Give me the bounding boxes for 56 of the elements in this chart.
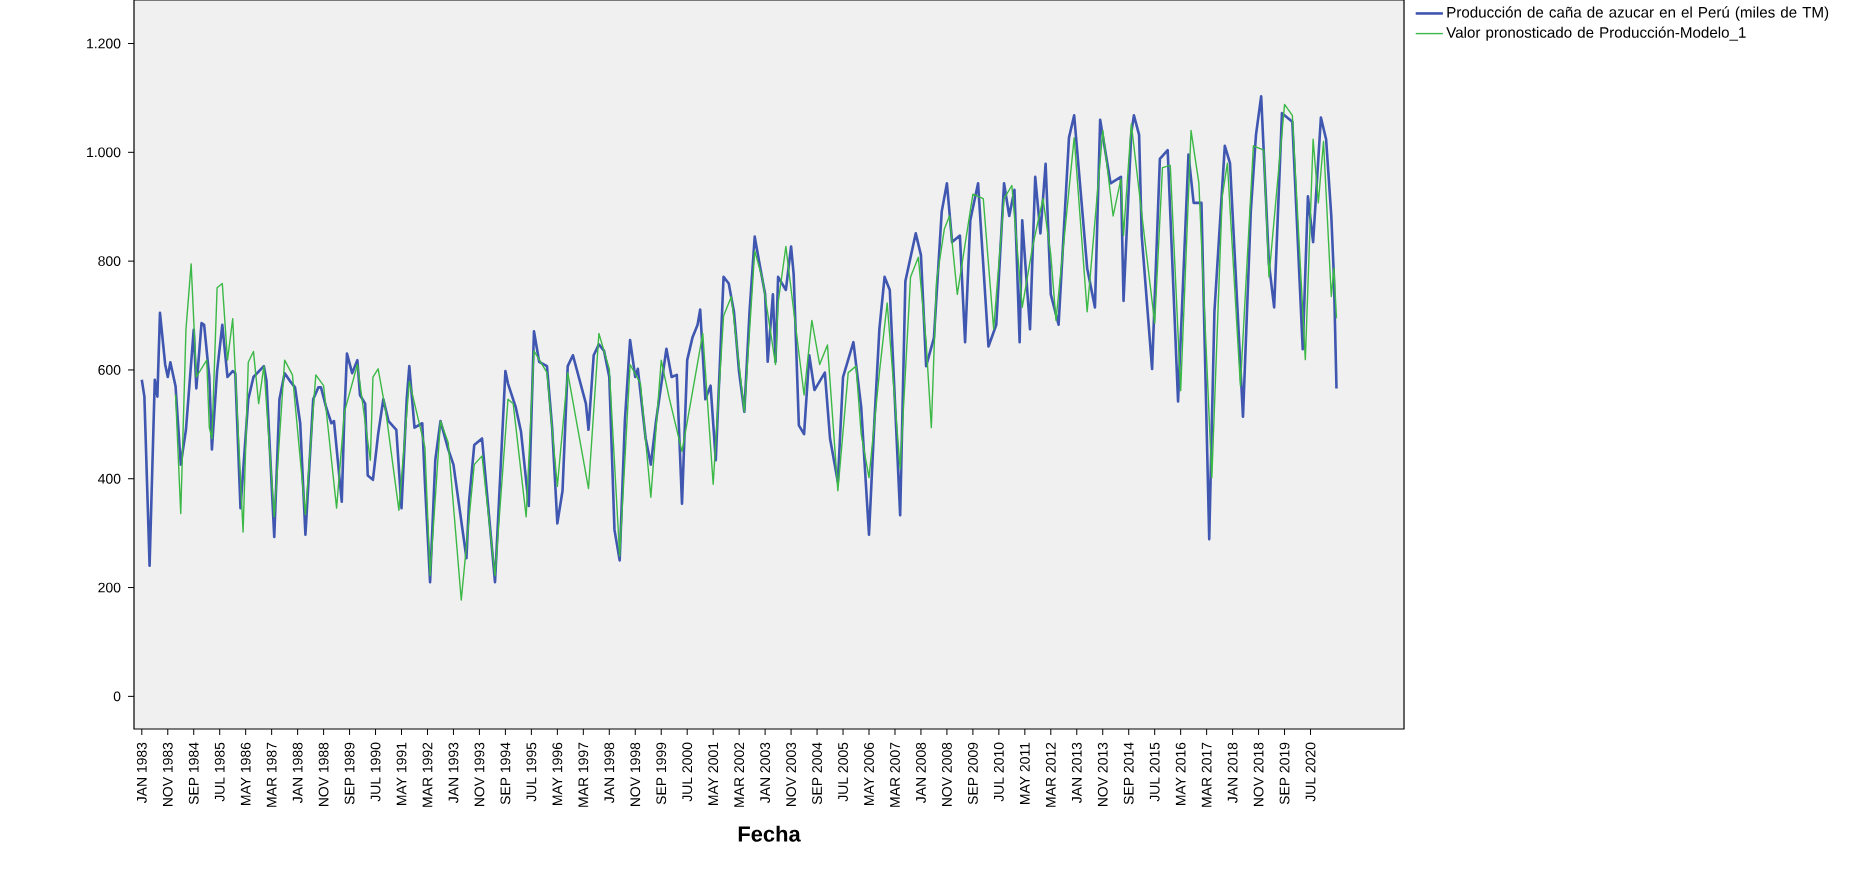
x-tick-label: JAN 1998	[604, 742, 615, 804]
x-tick-label: NOV 1988	[318, 742, 329, 807]
x-tick-label: JAN 1988	[292, 742, 303, 804]
x-tick-label: SEP 1989	[344, 742, 355, 805]
x-tick-label: JAN 2013	[1071, 742, 1082, 804]
x-tick-label: JUL 2020	[1305, 742, 1316, 802]
x-tick-label: MAR 2007	[890, 742, 900, 807]
x-tick-label: MAR 1997	[578, 742, 589, 807]
x-tick-label: NOV 1993	[474, 742, 485, 807]
x-tick-label: NOV 2013	[1097, 742, 1108, 807]
x-axis-title: Fecha	[738, 825, 801, 842]
x-tick-label: MAY 2001	[708, 742, 719, 805]
y-tick-label: 1.000	[87, 147, 121, 158]
x-tick-label: SEP 1999	[656, 742, 667, 805]
x-tick-label: MAY 1991	[396, 742, 407, 805]
x-tick-label: MAY 2006	[864, 742, 874, 805]
y-tick-label: 400	[98, 473, 121, 484]
x-tick-label: SEP 1984	[188, 742, 199, 805]
x-tick-label: SEP 1994	[500, 742, 511, 805]
x-tick-label: NOV 1998	[630, 742, 641, 807]
legend-label: Producción de caña de azucar en el Perú (miles de TM)	[1447, 6, 1829, 21]
y-tick-label: 0	[113, 691, 121, 702]
x-tick-label: JUL 1990	[370, 742, 381, 802]
x-tick-label: SEP 2009	[967, 742, 978, 805]
x-tick-label: SEP 2004	[812, 742, 822, 805]
x-tick-label: JAN 1993	[448, 742, 459, 804]
x-tick-label: JAN 1983	[136, 742, 147, 804]
x-tick-label: MAY 2011	[1019, 742, 1030, 804]
x-tick-label: JAN 2018	[1227, 742, 1238, 804]
x-tick-label: JAN 2003	[760, 742, 771, 804]
x-tick-label: NOV 2003	[786, 742, 797, 807]
x-tick-label: MAY 2016	[1175, 742, 1186, 805]
y-tick-label: 200	[98, 582, 121, 593]
x-tick-label: SEP 2019	[1279, 742, 1290, 805]
x-tick-label: NOV 2018	[1253, 742, 1264, 807]
x-tick-label: MAR 1987	[266, 742, 277, 807]
x-tick-label: JUL 2000	[682, 742, 693, 802]
x-tick-label: JUL 2015	[1149, 742, 1160, 802]
x-tick-label: MAY 1986	[240, 742, 251, 805]
x-tick-label: JUL 1985	[214, 742, 225, 802]
x-tick-label: JUL 1995	[526, 742, 537, 802]
x-tick-label: MAY 1996	[552, 742, 563, 805]
x-tick-label: MAR 2012	[1045, 742, 1056, 807]
y-tick-label: 600	[98, 365, 121, 375]
x-tick-label: JUL 2010	[993, 742, 1004, 802]
x-tick-label: MAR 2002	[734, 742, 745, 807]
legend-label: Valor pronosticado de Producción-Modelo_1	[1446, 26, 1746, 41]
x-tick-label: NOV 1983	[162, 742, 173, 807]
y-tick-label: 800	[98, 256, 121, 267]
y-tick-label: 1.200	[87, 38, 121, 49]
x-tick-label: JAN 2008	[916, 742, 926, 804]
x-tick-label: SEP 2014	[1123, 742, 1134, 805]
x-tick-label: MAR 2017	[1201, 742, 1212, 807]
x-tick-label: JUL 2005	[838, 742, 848, 802]
x-tick-label: MAR 1992	[422, 742, 433, 807]
x-tick-label: NOV 2008	[942, 742, 952, 807]
